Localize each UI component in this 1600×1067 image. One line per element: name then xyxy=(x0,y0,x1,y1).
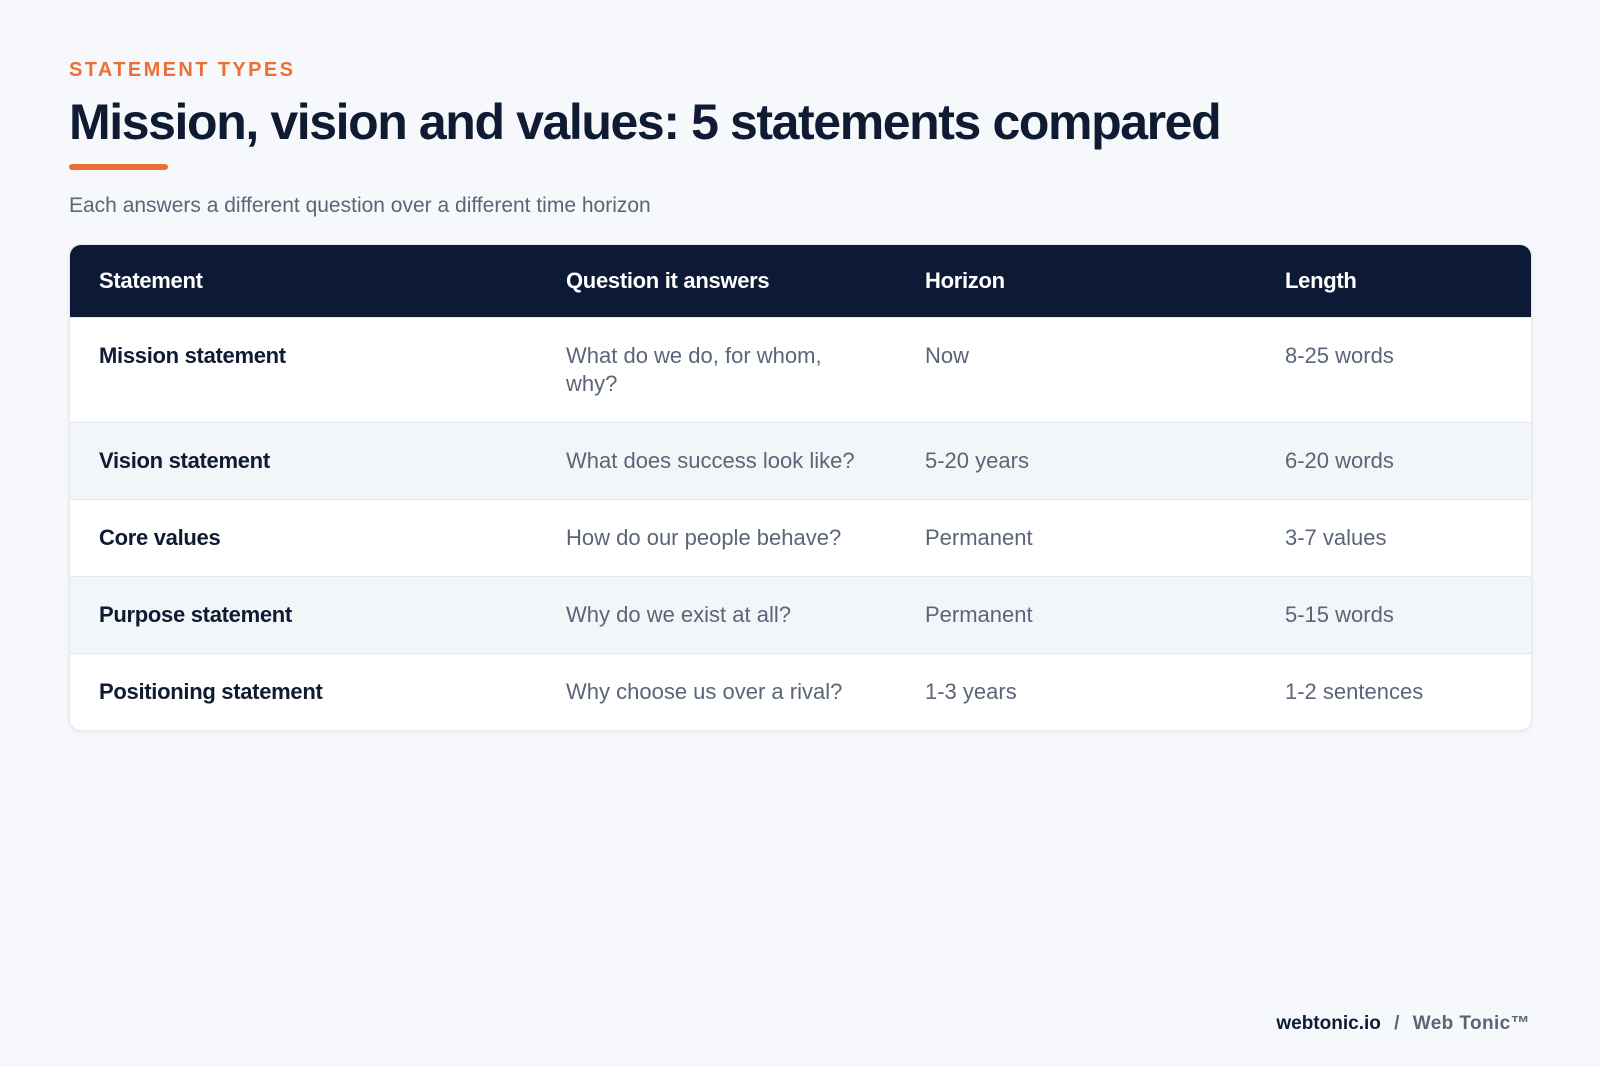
cell-length: 8-25 words xyxy=(1256,317,1531,423)
cell-question: What do we do, for whom, why? xyxy=(537,317,896,423)
cell-question: Why choose us over a rival? xyxy=(537,653,896,730)
table-row: Purpose statement Why do we exist at all… xyxy=(70,576,1531,654)
cell-question: Why do we exist at all? xyxy=(537,576,896,654)
cell-question: What does success look like? xyxy=(537,422,896,500)
footer-separator: / xyxy=(1394,1013,1400,1034)
cell-question: How do our people behave? xyxy=(537,499,896,577)
column-header-statement: Statement xyxy=(99,268,203,293)
comparison-table: Statement Question it answers Horizon Le… xyxy=(70,245,1531,730)
eyebrow-label: STATEMENT TYPES xyxy=(69,59,296,81)
footer-credit: webtonic.io / Web Tonic™ xyxy=(1276,1012,1530,1036)
cell-statement: Positioning statement xyxy=(70,653,537,730)
column-header-question: Question it answers xyxy=(566,268,770,293)
table-row: Positioning statement Why choose us over… xyxy=(70,653,1531,730)
column-header-horizon: Horizon xyxy=(925,268,1005,293)
cell-length: 1-2 sentences xyxy=(1256,653,1531,730)
cell-horizon: Permanent xyxy=(896,576,1256,654)
comparison-table-card: Statement Question it answers Horizon Le… xyxy=(69,244,1532,731)
cell-length: 5-15 words xyxy=(1256,576,1531,654)
cell-length: 6-20 words xyxy=(1256,422,1531,500)
table-row: Vision statement What does success look … xyxy=(70,422,1531,500)
page-title: Mission, vision and values: 5 statements… xyxy=(69,94,1222,150)
cell-horizon: 5-20 years xyxy=(896,422,1256,500)
title-accent-bar xyxy=(69,164,168,170)
table-body: Mission statement What do we do, for who… xyxy=(70,317,1531,730)
column-header-length: Length xyxy=(1285,268,1357,293)
cell-statement: Mission statement xyxy=(70,317,537,423)
footer-domain: webtonic.io xyxy=(1276,1013,1381,1034)
cell-horizon: Permanent xyxy=(896,499,1256,577)
cell-horizon: 1-3 years xyxy=(896,653,1256,730)
page-subtitle: Each answers a different question over a… xyxy=(69,194,651,217)
page-content: STATEMENT TYPES Mission, vision and valu… xyxy=(69,58,1532,731)
cell-horizon: Now xyxy=(896,317,1256,423)
cell-statement: Purpose statement xyxy=(70,576,537,654)
table-header-row: Statement Question it answers Horizon Le… xyxy=(70,245,1531,318)
table-row: Mission statement What do we do, for who… xyxy=(70,317,1531,423)
cell-statement: Core values xyxy=(70,499,537,577)
table-row: Core values How do our people behave? Pe… xyxy=(70,499,1531,577)
cell-length: 3-7 values xyxy=(1256,499,1531,577)
cell-statement: Vision statement xyxy=(70,422,537,500)
table-header: Statement Question it answers Horizon Le… xyxy=(70,245,1531,318)
footer-brand: Web Tonic™ xyxy=(1412,1013,1530,1034)
